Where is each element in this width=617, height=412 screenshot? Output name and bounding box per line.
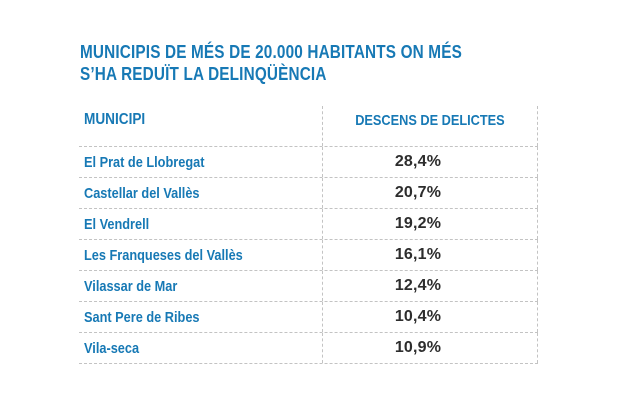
page-title: MUNICIPIS DE MÉS DE 20.000 HABITANTS ON … <box>80 41 529 85</box>
descens-cell: 10,4% <box>322 302 538 332</box>
page-title-line-2: S’HA REDUÏT LA DELINQÜÈNCIA <box>80 64 327 84</box>
table-row: Les Franqueses del Vallès 16,1% <box>79 240 538 271</box>
table-body: El Prat de Llobregat 28,4% Castellar del… <box>79 147 538 364</box>
municipi-cell: Castellar del Vallès <box>79 178 322 208</box>
page-title-line-1: MUNICIPIS DE MÉS DE 20.000 HABITANTS ON … <box>80 42 462 62</box>
municipi-cell: Vila-seca <box>79 333 322 363</box>
descens-value: 28,4% <box>394 153 442 170</box>
municipi-cell: El Prat de Llobregat <box>79 147 322 177</box>
municipi-name: Sant Pere de Ribes <box>84 308 200 326</box>
table-row: Vilassar de Mar 12,4% <box>79 271 538 302</box>
table-row: Castellar del Vallès 20,7% <box>79 178 538 209</box>
table-header-row: MUNICIPI DESCENS DE DELICTES <box>79 106 538 147</box>
column-header-descens: DESCENS DE DELICTES <box>355 112 505 129</box>
table-row: Sant Pere de Ribes 10,4% <box>79 302 538 333</box>
municipi-cell: Sant Pere de Ribes <box>79 302 322 332</box>
municipi-name: Vila-seca <box>84 339 140 357</box>
descens-cell: 12,4% <box>322 271 538 301</box>
column-header-municipi-cell: MUNICIPI <box>79 106 322 146</box>
delinquency-table: MUNICIPI DESCENS DE DELICTES El Prat de … <box>79 106 538 364</box>
column-header-descens-cell: DESCENS DE DELICTES <box>322 106 538 146</box>
table-row: Vila-seca 10,9% <box>79 333 538 364</box>
descens-cell: 19,2% <box>322 209 538 239</box>
municipi-cell: Les Franqueses del Vallès <box>79 240 322 270</box>
municipi-cell: El Vendrell <box>79 209 322 239</box>
municipi-name: El Vendrell <box>84 215 150 233</box>
descens-value: 10,9% <box>394 339 442 356</box>
municipi-name: Les Franqueses del Vallès <box>84 246 243 264</box>
descens-value: 16,1% <box>394 246 442 263</box>
table-row: El Prat de Llobregat 28,4% <box>79 147 538 178</box>
municipi-name: El Prat de Llobregat <box>84 153 205 171</box>
descens-value: 20,7% <box>394 184 442 201</box>
descens-value: 19,2% <box>394 215 442 232</box>
column-header-municipi: MUNICIPI <box>84 111 146 128</box>
descens-cell: 28,4% <box>322 147 538 177</box>
descens-value: 10,4% <box>394 308 442 325</box>
descens-cell: 10,9% <box>322 333 538 363</box>
descens-cell: 20,7% <box>322 178 538 208</box>
municipi-cell: Vilassar de Mar <box>79 271 322 301</box>
table-row: El Vendrell 19,2% <box>79 209 538 240</box>
municipi-name: Vilassar de Mar <box>84 277 178 295</box>
descens-cell: 16,1% <box>322 240 538 270</box>
descens-value: 12,4% <box>394 277 442 294</box>
municipi-name: Castellar del Vallès <box>84 184 200 202</box>
